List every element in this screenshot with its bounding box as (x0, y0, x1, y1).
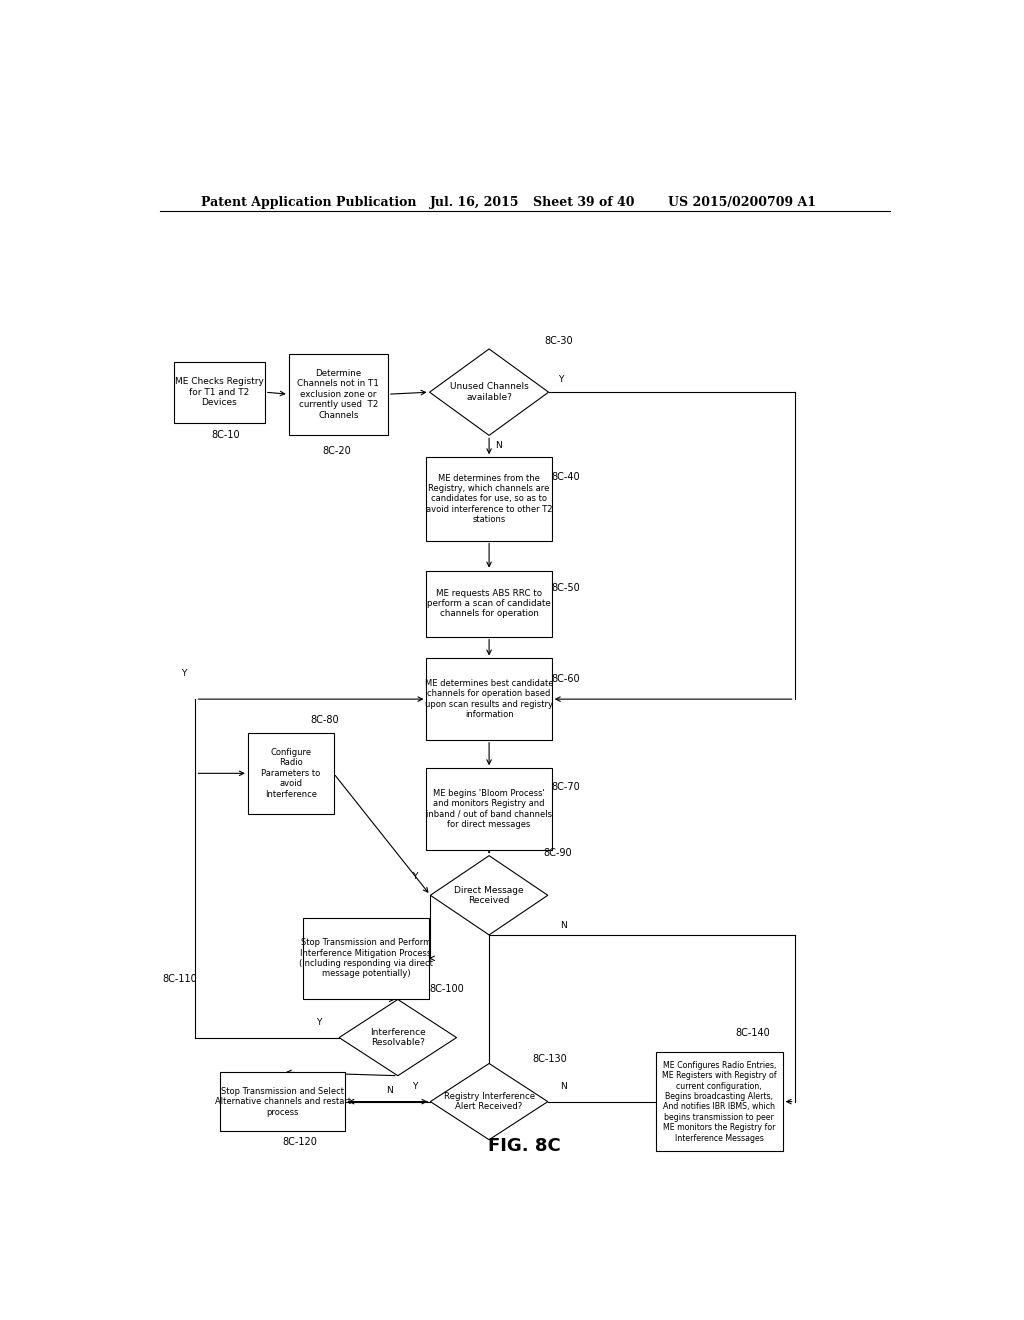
Text: ME determines best candidate
channels for operation based
upon scan results and : ME determines best candidate channels fo… (425, 678, 553, 719)
FancyBboxPatch shape (426, 768, 552, 850)
Text: FIG. 8C: FIG. 8C (488, 1138, 561, 1155)
Text: Jul. 16, 2015: Jul. 16, 2015 (430, 195, 519, 209)
Text: Stop Transmission and Select
Alternative channels and restart
process: Stop Transmission and Select Alternative… (215, 1086, 351, 1117)
Polygon shape (430, 348, 549, 436)
Text: Y: Y (412, 873, 417, 882)
Text: 8C-90: 8C-90 (543, 847, 571, 858)
FancyBboxPatch shape (426, 659, 552, 739)
Text: 8C-70: 8C-70 (551, 781, 580, 792)
Polygon shape (430, 855, 548, 935)
FancyBboxPatch shape (303, 917, 429, 999)
Text: 8C-130: 8C-130 (532, 1053, 567, 1064)
FancyBboxPatch shape (289, 354, 388, 434)
Text: 8C-30: 8C-30 (545, 337, 573, 346)
Text: Y: Y (316, 1018, 322, 1027)
Text: 8C-10: 8C-10 (211, 430, 240, 440)
Text: 8C-80: 8C-80 (310, 715, 339, 726)
Text: ME Checks Registry
for T1 and T2
Devices: ME Checks Registry for T1 and T2 Devices (175, 378, 264, 407)
Text: Y: Y (558, 375, 563, 384)
Text: ME determines from the
Registry, which channels are
candidates for use, so as to: ME determines from the Registry, which c… (426, 474, 552, 524)
Polygon shape (339, 999, 457, 1076)
Text: Determine
Channels not in T1
exclusion zone or
currently used  T2
Channels: Determine Channels not in T1 exclusion z… (297, 368, 379, 420)
Text: N: N (496, 441, 502, 450)
Text: 8C-50: 8C-50 (551, 583, 580, 593)
Text: 8C-20: 8C-20 (323, 446, 351, 457)
FancyBboxPatch shape (220, 1072, 345, 1131)
Text: Y: Y (181, 669, 186, 678)
Text: Interference
Resolvable?: Interference Resolvable? (370, 1028, 426, 1047)
FancyBboxPatch shape (248, 733, 334, 814)
Text: ME begins 'Bloom Process'
and monitors Registry and
inband / out of band channel: ME begins 'Bloom Process' and monitors R… (426, 789, 552, 829)
Text: 8C-120: 8C-120 (283, 1138, 317, 1147)
Text: N: N (560, 921, 567, 931)
Text: 8C-40: 8C-40 (551, 471, 580, 482)
Polygon shape (430, 1064, 548, 1139)
Text: 8C-60: 8C-60 (551, 673, 580, 684)
Text: Y: Y (412, 1082, 417, 1090)
Text: 8C-100: 8C-100 (430, 983, 464, 994)
Text: Unused Channels
available?: Unused Channels available? (450, 383, 528, 401)
Text: N: N (560, 1082, 567, 1090)
Text: Direct Message
Received: Direct Message Received (455, 886, 524, 906)
Text: 8C-110: 8C-110 (162, 974, 197, 983)
FancyBboxPatch shape (174, 362, 265, 422)
FancyBboxPatch shape (426, 457, 552, 541)
Text: N: N (386, 1086, 393, 1096)
Text: ME requests ABS RRC to
perform a scan of candidate
channels for operation: ME requests ABS RRC to perform a scan of… (427, 589, 551, 619)
Text: 8C-140: 8C-140 (735, 1027, 770, 1038)
FancyBboxPatch shape (655, 1052, 782, 1151)
Text: US 2015/0200709 A1: US 2015/0200709 A1 (668, 195, 816, 209)
Text: Stop Transmission and Perform
Interference Mitigation Process
(including respond: Stop Transmission and Perform Interferen… (299, 939, 433, 978)
Text: ME Configures Radio Entries,
ME Registers with Registry of
current configuration: ME Configures Radio Entries, ME Register… (662, 1061, 776, 1143)
Text: Registry Interference
Alert Received?: Registry Interference Alert Received? (443, 1092, 535, 1111)
Text: Configure
Radio
Parameters to
avoid
Interference: Configure Radio Parameters to avoid Inte… (261, 748, 321, 799)
FancyBboxPatch shape (426, 570, 552, 636)
Text: Patent Application Publication: Patent Application Publication (201, 195, 417, 209)
Text: Sheet 39 of 40: Sheet 39 of 40 (532, 195, 634, 209)
